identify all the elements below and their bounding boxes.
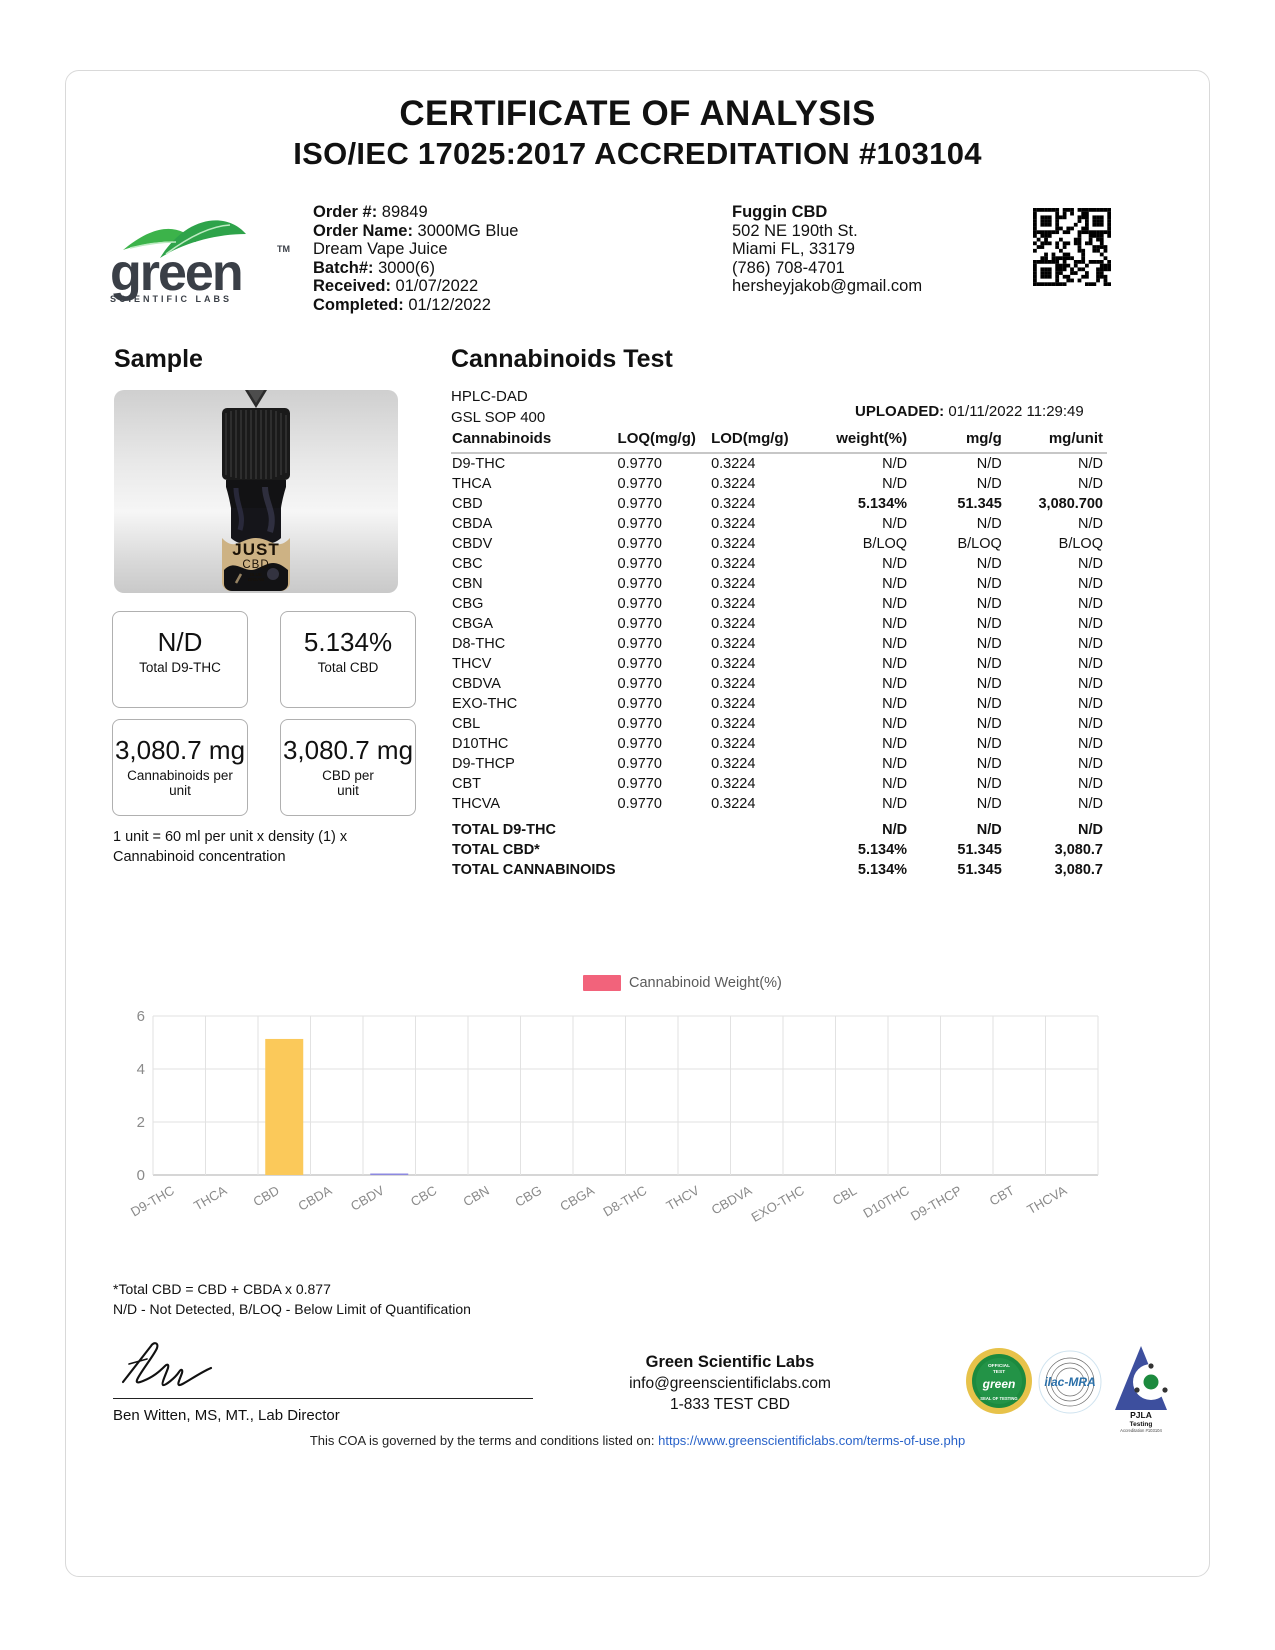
svg-text:PJLA: PJLA xyxy=(1130,1410,1152,1420)
svg-text:CBN: CBN xyxy=(460,1183,491,1210)
svg-text:4: 4 xyxy=(137,1061,145,1078)
svg-text:CBG: CBG xyxy=(512,1183,544,1210)
svg-text:D10THC: D10THC xyxy=(860,1183,911,1221)
svg-text:THCV: THCV xyxy=(664,1182,702,1213)
svg-text:THCA: THCA xyxy=(191,1182,229,1213)
svg-text:CBT: CBT xyxy=(987,1183,1017,1209)
svg-text:SEAL OF TESTING: SEAL OF TESTING xyxy=(980,1396,1017,1401)
svg-text:CBDA: CBDA xyxy=(295,1182,334,1213)
svg-text:OFFICIAL: OFFICIAL xyxy=(988,1363,1010,1369)
svg-text:ilac-MRA: ilac-MRA xyxy=(1044,1375,1095,1389)
svg-text:CBC: CBC xyxy=(408,1183,439,1210)
svg-text:EXO-THC: EXO-THC xyxy=(749,1183,807,1225)
svg-text:SCIENTIFIC LABS: SCIENTIFIC LABS xyxy=(110,294,232,304)
svg-text:6: 6 xyxy=(137,1008,145,1025)
svg-text:CBGA: CBGA xyxy=(557,1182,597,1214)
svg-text:Accreditation #103104: Accreditation #103104 xyxy=(1120,1428,1162,1432)
svg-text:D8-THC: D8-THC xyxy=(600,1183,649,1220)
svg-text:D9-THC: D9-THC xyxy=(128,1183,177,1220)
svg-text:0: 0 xyxy=(137,1167,145,1184)
svg-text:CBD: CBD xyxy=(242,559,269,571)
svg-text:TM: TM xyxy=(277,244,290,254)
svg-text:DREAM: DREAM xyxy=(248,577,265,582)
svg-text:CBDV: CBDV xyxy=(348,1182,387,1213)
svg-text:TEST: TEST xyxy=(993,1369,1005,1375)
svg-text:JUST: JUST xyxy=(232,540,279,559)
svg-text:CBDVA: CBDVA xyxy=(709,1182,755,1217)
svg-text:D9-THCP: D9-THCP xyxy=(908,1183,964,1224)
svg-text:2: 2 xyxy=(137,1114,145,1131)
svg-text:THCVA: THCVA xyxy=(1024,1182,1069,1217)
svg-text:green: green xyxy=(982,1377,1016,1391)
svg-text:CBD: CBD xyxy=(250,1183,281,1210)
svg-text:CBL: CBL xyxy=(830,1183,859,1209)
svg-text:Testing: Testing xyxy=(1130,1421,1153,1428)
